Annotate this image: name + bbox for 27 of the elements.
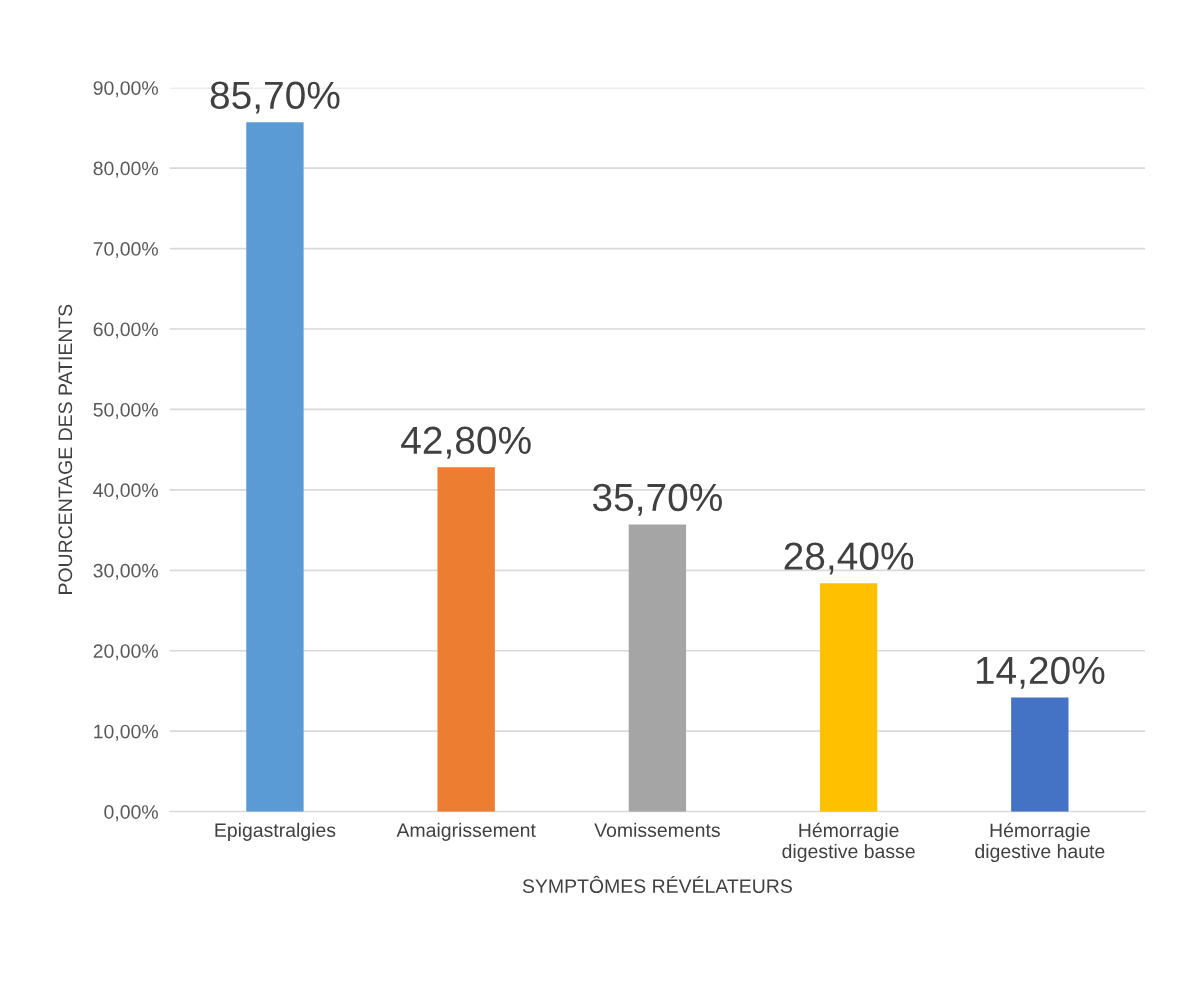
x-axis-title: SYMPTÔMES RÉVÉLATEURS	[522, 875, 792, 893]
x-tick-label: Amaigrissement	[396, 822, 536, 841]
y-axis-title: POURCENTAGE DES PATIENTS	[58, 304, 73, 594]
x-tick-label: Vomissements	[594, 822, 720, 838]
bar	[1011, 697, 1069, 812]
bar	[628, 524, 687, 812]
y-tick-label: 80,00%	[93, 161, 158, 178]
bar	[437, 467, 495, 812]
data-label: 35,70%	[592, 483, 722, 516]
x-tick-label: Epigastralgies	[215, 822, 336, 841]
data-label: 14,20%	[976, 656, 1105, 689]
data-label: 28,40%	[784, 542, 914, 575]
y-tick-label: 70,00%	[93, 242, 158, 259]
bar	[246, 122, 304, 812]
data-label: 42,80%	[401, 426, 531, 459]
y-tick-label: 10,00%	[94, 724, 158, 741]
x-tick-label: Hémorragie digestive haute	[975, 822, 1105, 863]
y-tick-label: 90,00%	[93, 81, 158, 98]
y-tick-label: 30,00%	[93, 563, 158, 580]
y-tick-label: 50,00%	[93, 402, 158, 419]
y-tick-label: 40,00%	[93, 483, 158, 500]
bar	[819, 583, 878, 812]
y-tick-label: 20,00%	[93, 644, 158, 661]
y-tick-label: 0,00%	[104, 805, 158, 822]
data-label: 85,70%	[210, 81, 340, 114]
y-tick-label: 60,00%	[93, 322, 158, 339]
x-tick-label: Hémorragie digestive basse	[782, 822, 915, 863]
